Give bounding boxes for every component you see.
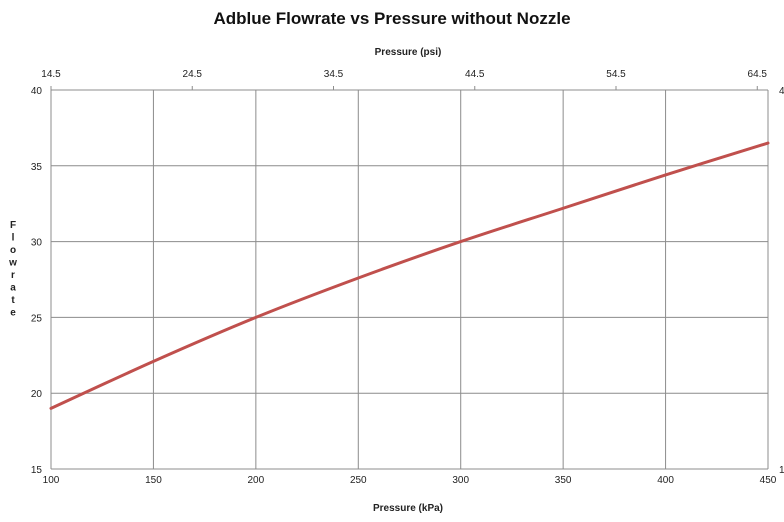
x-tick-label: 300 [452,475,469,486]
top-tick-label: 34.5 [324,69,344,80]
axis-layer [50,86,769,470]
top-tick-label: 24.5 [183,69,203,80]
y-axis-title-letter: o [10,245,16,256]
label-layer: Adblue Flowrate vs Pressure without Nozz… [8,9,784,514]
x-tick-label: 350 [555,475,572,486]
y-tick-label: 35 [31,162,43,173]
x-tick-label: 150 [145,475,162,486]
x-tick-label: 450 [760,475,777,486]
y-tick-label: 40 [31,86,43,97]
grid-layer [50,89,769,470]
y-axis-title-letter: e [10,308,16,319]
top-tick-label: 54.5 [606,69,626,80]
right-tick-label-top: 4 [779,86,784,97]
y-tick-label: 15 [31,465,43,476]
x-tick-label: 200 [248,475,265,486]
top-tick-label: 64.5 [748,69,768,80]
y-axis-title-letter: a [10,283,16,294]
x-tick-label: 100 [43,475,60,486]
y-axis-title-letter: F [10,220,16,231]
y-tick-label: 30 [31,238,43,249]
x-axis-title: Pressure (kPa) [373,503,443,514]
y-axis-title-letter: t [11,295,15,306]
y-axis-title-letter: r [11,270,15,281]
chart-title: Adblue Flowrate vs Pressure without Nozz… [213,9,570,28]
y-tick-label: 25 [31,313,43,324]
top-tick-label: 14.5 [41,69,61,80]
series-layer [49,141,770,410]
flowrate-series-line [49,141,770,410]
y-axis-title-letter: w [8,258,17,269]
y-axis-title-letter: l [12,233,15,244]
top-tick-label: 44.5 [465,69,485,80]
x-tick-label: 250 [350,475,367,486]
right-tick-label-bottom: 1 [779,465,784,476]
top-axis-title: Pressure (psi) [375,47,442,58]
x-tick-label: 400 [657,475,674,486]
y-tick-label: 20 [31,389,43,400]
